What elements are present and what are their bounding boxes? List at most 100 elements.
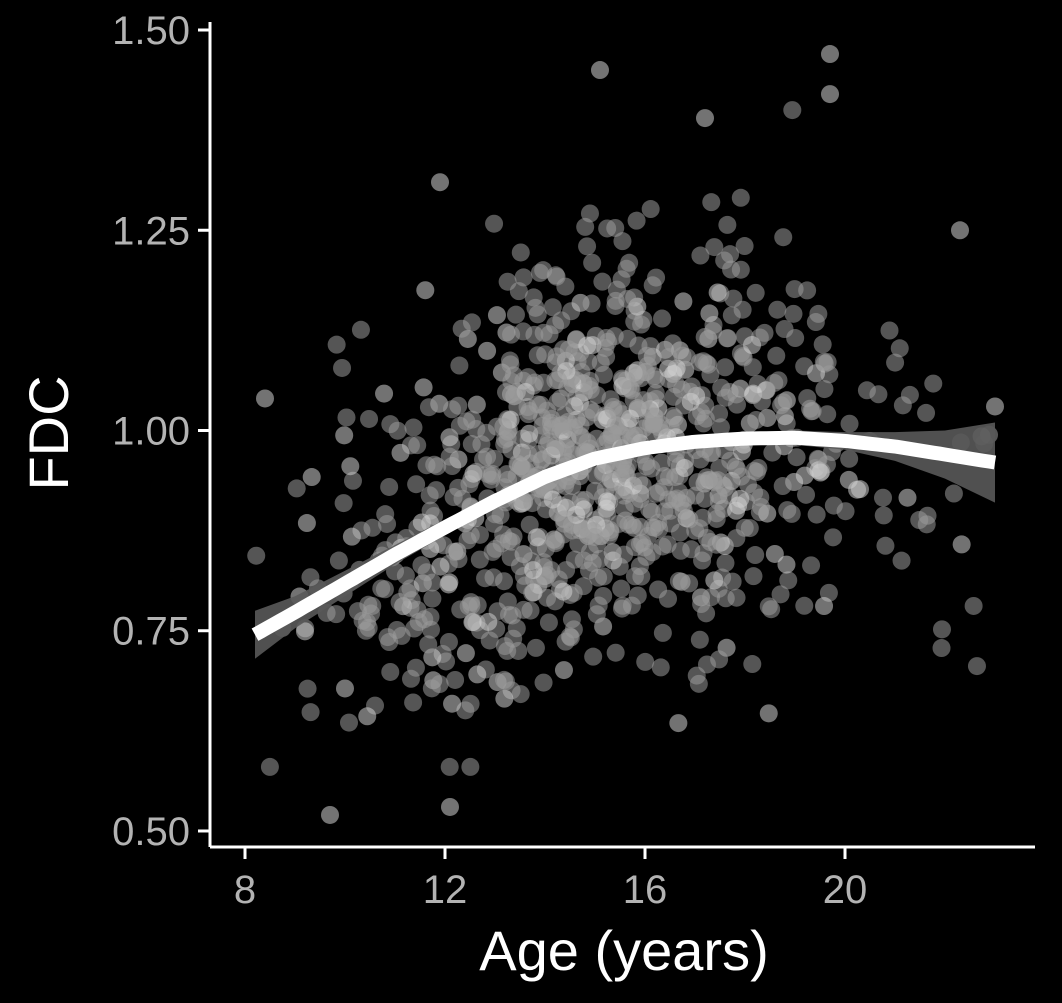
- scatter-point: [486, 539, 505, 558]
- scatter-point: [651, 658, 670, 677]
- scatter-point: [461, 526, 480, 545]
- scatter-point: [524, 561, 543, 580]
- scatter-point: [593, 272, 612, 291]
- scatter-point: [463, 613, 482, 632]
- scatter-point: [787, 448, 806, 467]
- scatter-point: [778, 501, 797, 520]
- scatter-point: [526, 638, 545, 657]
- scatter-point: [636, 652, 655, 671]
- scatter-point: [509, 455, 528, 474]
- scatter-point: [439, 632, 458, 651]
- scatter-point: [732, 467, 751, 486]
- scatter-point: [797, 485, 816, 504]
- scatter-point: [554, 661, 573, 680]
- scatter-point: [511, 243, 530, 262]
- scatter-point: [625, 567, 644, 586]
- scatter-point: [534, 673, 553, 692]
- scatter-point: [708, 283, 727, 302]
- scatter-point: [967, 657, 986, 676]
- scatter-point: [986, 397, 1004, 416]
- scatter-point: [623, 516, 642, 535]
- scatter-point: [260, 757, 279, 776]
- scatter-point: [528, 395, 547, 414]
- scatter-point: [334, 494, 353, 513]
- scatter-point: [743, 655, 762, 674]
- scatter-point: [487, 306, 506, 325]
- y-tick-label: 1.00: [112, 409, 190, 453]
- scatter-point: [952, 535, 971, 554]
- scatter-point: [691, 246, 710, 265]
- scatter-point: [506, 305, 525, 324]
- scatter-point: [621, 409, 640, 428]
- scatter-point: [461, 757, 480, 776]
- scatter-point: [578, 237, 597, 256]
- scatter-point: [335, 679, 354, 698]
- scatter-point: [548, 392, 567, 411]
- scatter-point: [407, 475, 426, 494]
- scatter-point: [502, 325, 521, 344]
- scatter-point: [297, 514, 316, 533]
- scatter-point: [709, 492, 728, 511]
- scatter-point: [705, 238, 724, 257]
- scatter-point: [809, 304, 828, 323]
- scatter-point: [611, 459, 630, 478]
- scatter-point: [543, 490, 562, 509]
- scatter-point: [341, 457, 360, 476]
- scatter-point: [606, 416, 625, 435]
- scatter-point: [643, 518, 662, 537]
- scatter-point: [777, 555, 796, 574]
- scatter-point: [653, 623, 672, 642]
- scatter-point: [479, 612, 498, 631]
- scatter-point: [613, 232, 632, 251]
- scatter-point: [335, 426, 354, 445]
- scatter-point: [498, 592, 517, 611]
- scatter-point: [514, 268, 533, 287]
- scatter-point: [752, 392, 771, 411]
- scatter-point: [580, 204, 599, 223]
- scatter-point: [669, 714, 688, 733]
- scatter-point: [747, 410, 766, 429]
- scatter-point: [821, 45, 839, 64]
- scatter-point: [620, 253, 639, 272]
- scatter-point: [594, 567, 613, 586]
- scatter-point: [705, 571, 724, 590]
- scatter-point: [744, 567, 763, 586]
- scatter-point: [697, 468, 716, 487]
- scatter-point: [612, 599, 631, 618]
- scatter-point: [653, 309, 672, 328]
- scatter-point: [628, 586, 647, 605]
- y-axis-ticks: 0.50 0.75 1.00 1.25 1.50: [112, 9, 210, 854]
- scatter-point: [586, 466, 605, 485]
- scatter-point: [659, 589, 678, 608]
- scatter-point: [381, 662, 400, 681]
- scatter-point: [722, 260, 741, 279]
- scatter-point: [444, 488, 463, 507]
- scatter-point: [583, 253, 602, 272]
- fit-line-layer: [251, 430, 997, 641]
- scatter-point: [743, 336, 762, 355]
- scatter-point: [932, 639, 951, 658]
- scatter-point: [302, 468, 321, 487]
- scatter-point: [505, 387, 524, 406]
- x-tick-label: 20: [823, 868, 868, 912]
- scatter-point: [674, 292, 693, 311]
- scatter-point: [555, 510, 574, 529]
- scatter-point: [351, 320, 370, 339]
- scatter-point: [821, 85, 839, 104]
- scatter-point: [716, 553, 735, 572]
- scatter-point: [722, 306, 741, 325]
- scatter-point: [696, 109, 714, 128]
- scatter-point: [378, 514, 397, 533]
- scatter-point: [532, 451, 551, 470]
- scatter-point: [848, 480, 867, 499]
- scatter-point: [456, 644, 475, 663]
- scatter-point: [768, 300, 787, 319]
- scatter-point: [645, 407, 664, 426]
- scatter-point: [944, 484, 963, 503]
- scatter-point: [499, 470, 518, 489]
- scatter-point: [818, 405, 837, 424]
- scatter-point: [449, 550, 468, 569]
- scatter-point: [591, 61, 609, 80]
- scatter-point: [723, 572, 742, 591]
